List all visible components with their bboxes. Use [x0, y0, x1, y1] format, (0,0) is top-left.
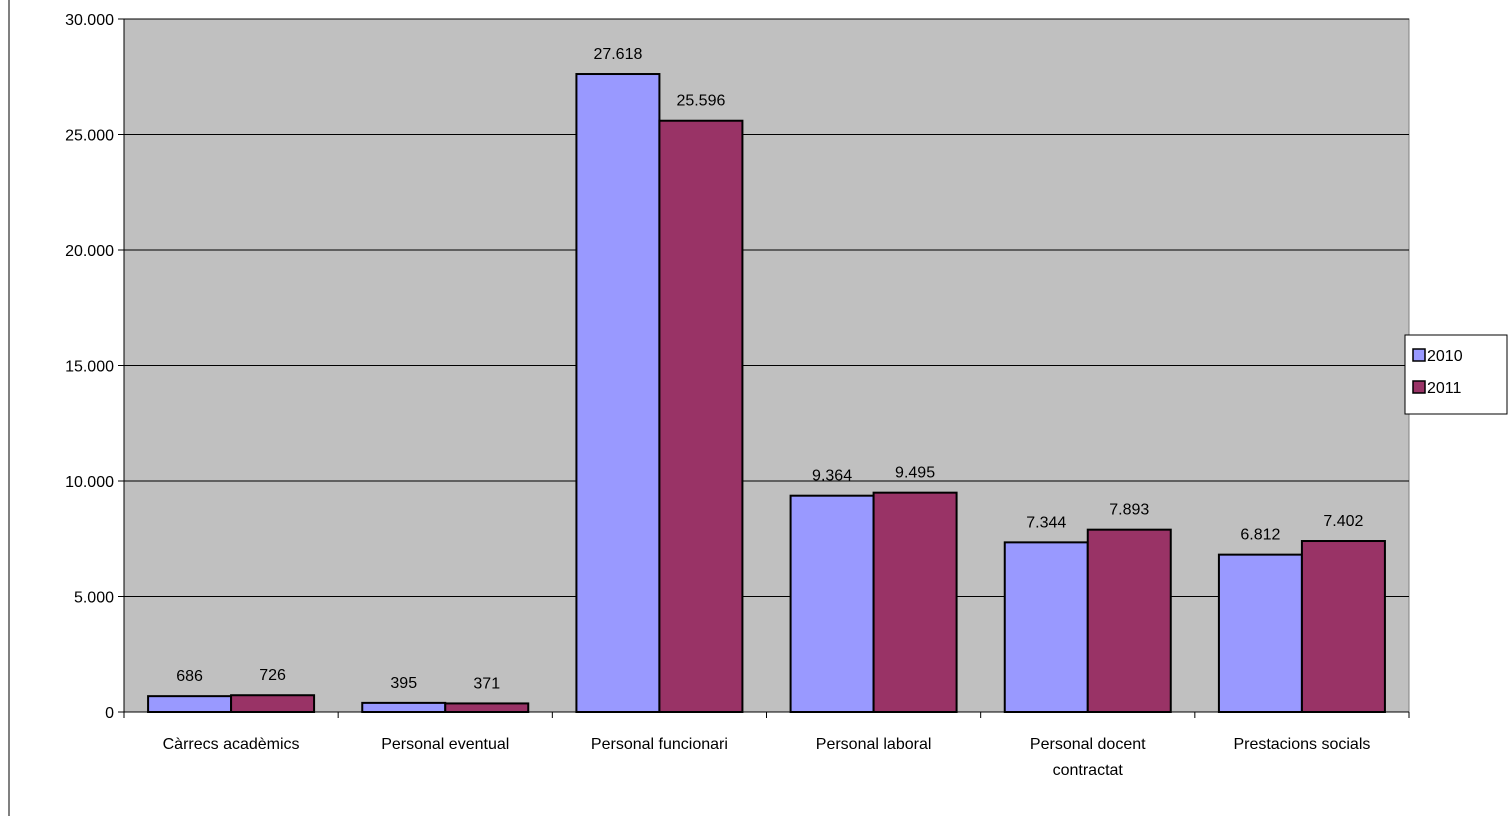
bar-2010-5	[1217, 553, 1303, 714]
y-tick-label: 10.000	[65, 474, 114, 491]
data-label: 7.893	[1109, 502, 1149, 519]
data-label: 726	[259, 667, 286, 684]
legend-swatch-2011	[1412, 380, 1426, 394]
x-tick-label: contractat	[1053, 762, 1124, 779]
data-label: 25.596	[676, 93, 725, 110]
legend-label: 2011	[1427, 380, 1462, 397]
data-label: 371	[473, 675, 500, 692]
y-tick-label: 15.000	[65, 359, 114, 376]
legend-box	[1404, 334, 1508, 415]
x-tick-label: Personal funcionari	[591, 736, 728, 753]
plot-area: 0 5.000 10.000 15.000 20.000 25.000 30.000 686 7…	[65, 12, 1410, 779]
x-tick-label: Prestacions socials	[1233, 736, 1370, 753]
data-label: 27.618	[593, 46, 642, 63]
bar-2011-2	[658, 119, 744, 713]
bar-2010-1	[361, 701, 447, 713]
bar-2010-2	[575, 73, 661, 714]
data-label: 395	[390, 675, 417, 692]
y-tick-label: 30.000	[65, 12, 114, 29]
x-tick-label: Personal laboral	[816, 736, 932, 753]
data-label: 9.495	[895, 465, 935, 482]
bar-2011-3	[872, 491, 958, 713]
x-tick-label: Personal eventual	[381, 736, 509, 753]
data-label: 9.364	[812, 468, 852, 485]
bar-2011-0	[230, 694, 316, 713]
x-tick-label: Personal docent	[1030, 736, 1146, 753]
bar-2010-4	[1003, 541, 1089, 713]
bar-2010-3	[789, 494, 875, 713]
legend-label: 2010	[1427, 348, 1463, 365]
data-label: 7.344	[1026, 514, 1066, 531]
legend: 2010 2011	[1404, 334, 1508, 415]
bar-2011-4	[1086, 528, 1172, 713]
data-label: 7.402	[1323, 513, 1363, 530]
y-tick-label: 0	[105, 705, 114, 722]
data-label: 6.812	[1240, 527, 1280, 544]
y-tick-label: 25.000	[65, 128, 114, 145]
y-tick-label: 5.000	[74, 590, 114, 607]
data-label: 686	[176, 668, 203, 685]
x-tick-label: Càrrecs acadèmics	[163, 736, 300, 753]
legend-swatch-2010	[1412, 348, 1426, 362]
y-tick-label: 20.000	[65, 243, 114, 260]
bar-2011-1	[444, 702, 530, 713]
bar-2010-0	[147, 695, 233, 713]
bar-2011-5	[1300, 540, 1386, 713]
